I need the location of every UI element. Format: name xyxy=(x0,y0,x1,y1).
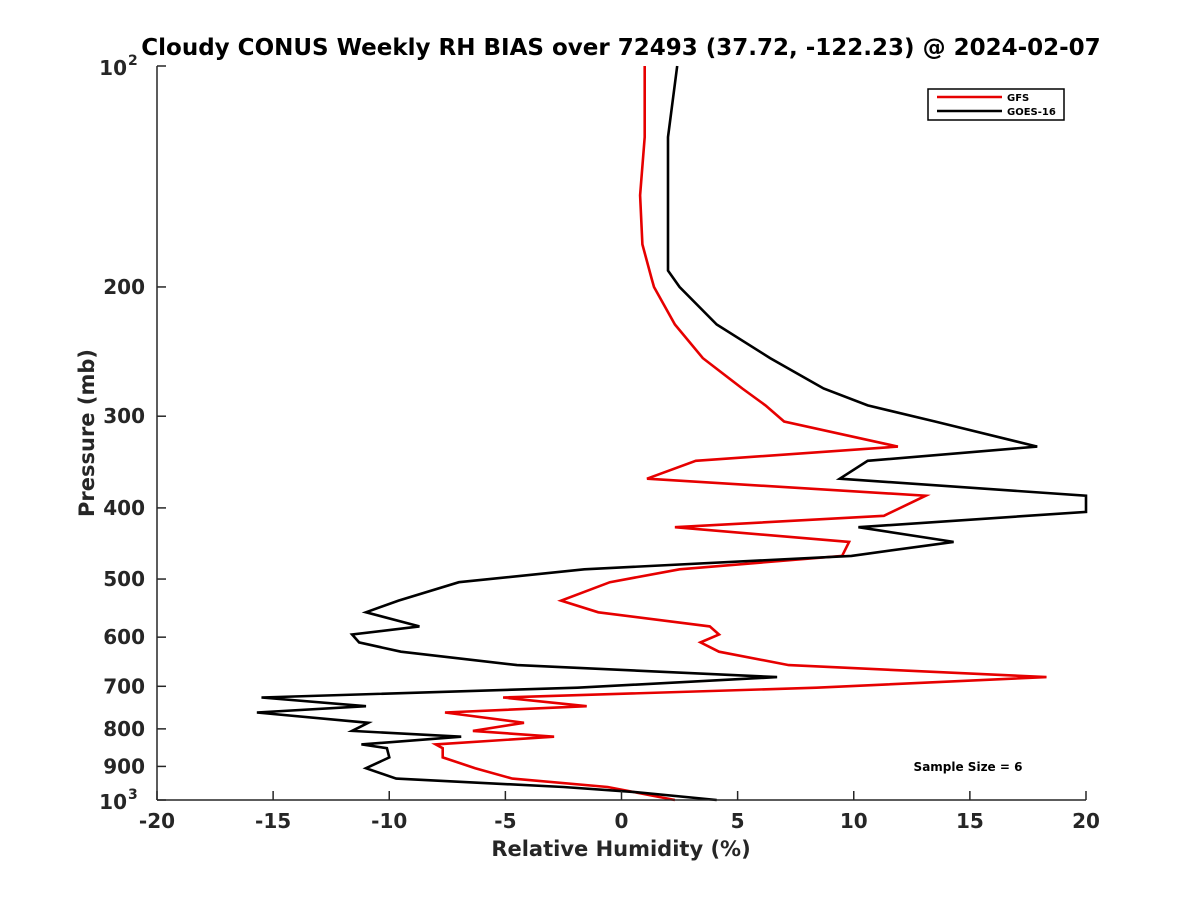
x-tick-label: -5 xyxy=(494,809,516,833)
y-tick-label: 600 xyxy=(103,625,145,649)
x-tick-label: 5 xyxy=(731,809,745,833)
y-tick-label: 700 xyxy=(103,674,145,698)
x-tick-label: -10 xyxy=(371,809,407,833)
chart-title: Cloudy CONUS Weekly RH BIAS over 72493 (… xyxy=(141,35,1100,61)
y-tick-label: 900 xyxy=(103,754,145,778)
y-tick-label: 10 xyxy=(99,790,127,814)
legend-label-gfs: GFS xyxy=(1007,93,1029,104)
series-line-gfs xyxy=(431,66,1047,802)
x-tick-label: 20 xyxy=(1072,809,1100,833)
sample-size-annotation: Sample Size = 6 xyxy=(914,760,1023,774)
y-tick-exponent: 2 xyxy=(128,53,138,69)
y-tick-label: 200 xyxy=(103,275,145,299)
y-axis-label: Pressure (mb) xyxy=(75,349,99,517)
legend: GFS GOES-16 xyxy=(927,88,1065,121)
x-tick-label: 15 xyxy=(956,809,984,833)
y-tick-label: 800 xyxy=(103,717,145,741)
series-line-goes16 xyxy=(256,65,1088,802)
y-tick-exponent: 3 xyxy=(128,787,138,803)
x-tick-label: -15 xyxy=(255,809,291,833)
y-tick-label: 300 xyxy=(103,404,145,428)
y-tick-label: 10 xyxy=(99,56,127,80)
series-layer xyxy=(256,65,1088,802)
y-tick-label: 400 xyxy=(103,496,145,520)
x-tick-label: -20 xyxy=(139,809,175,833)
x-tick-label: 10 xyxy=(840,809,868,833)
y-tick-label: 500 xyxy=(103,567,145,591)
axes-layer xyxy=(156,66,1086,801)
legend-label-goes16: GOES-16 xyxy=(1007,107,1056,118)
x-tick-label: 0 xyxy=(615,809,629,833)
x-axis-label: Relative Humidity (%) xyxy=(491,837,750,861)
legend-box xyxy=(927,88,1065,121)
